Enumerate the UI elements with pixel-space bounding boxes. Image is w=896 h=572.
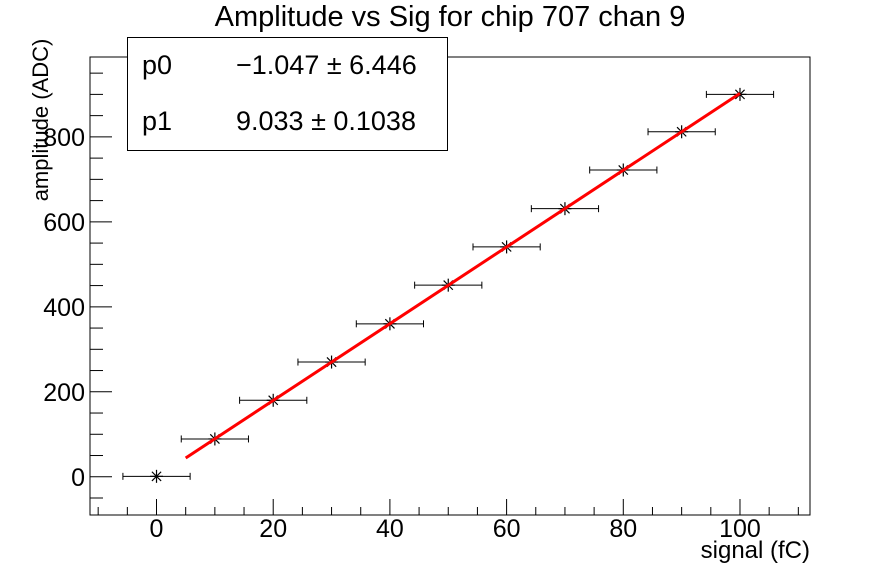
plot-title: Amplitude vs Sig for chip 707 chan 9: [214, 1, 686, 33]
fit-stats-box: p0 −1.047 ± 6.446 p1 9.033 ± 0.1038: [127, 37, 448, 151]
y-tick-label: 400: [43, 294, 85, 322]
data-point-marker: [151, 471, 162, 482]
x-tick-label: 100: [719, 515, 761, 543]
fit-param-name: p1: [142, 105, 173, 136]
y-tick-label: 600: [43, 209, 85, 237]
stats-row-p0: p0 −1.047 ± 6.446: [128, 38, 447, 94]
x-tick-label: 80: [609, 515, 637, 543]
y-tick-label: 200: [43, 379, 85, 407]
fit-param-value: −1.047 ± 6.446: [236, 49, 417, 80]
fit-line: [184, 92, 741, 460]
fit-param-name: p0: [142, 49, 173, 80]
fit-param-value: 9.033 ± 0.1038: [236, 105, 416, 136]
x-axis-title: signal (fC): [700, 537, 810, 564]
x-tick-label: 40: [376, 515, 404, 543]
x-tick-label: 0: [150, 515, 164, 543]
y-tick-label: 800: [43, 124, 85, 152]
x-tick-label: 20: [259, 515, 287, 543]
x-tick-label: 60: [493, 515, 521, 543]
stats-row-p1: p1 9.033 ± 0.1038: [128, 94, 447, 150]
y-tick-label: 0: [71, 464, 85, 492]
